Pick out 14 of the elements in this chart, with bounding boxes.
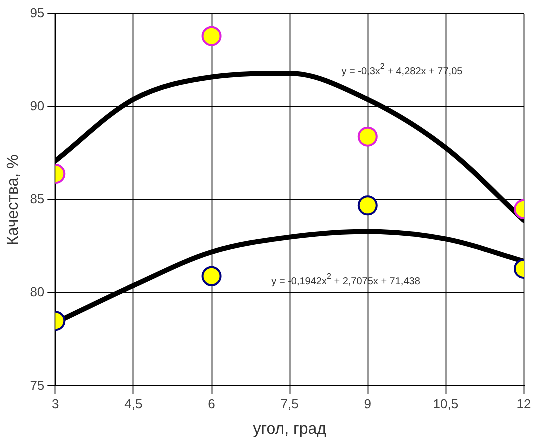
- x-tick-label: 6: [208, 396, 216, 412]
- x-tick-label: 10,5: [433, 396, 459, 412]
- y-tick-label: 90: [30, 98, 45, 114]
- y-tick-label: 95: [30, 6, 45, 21]
- y-tick-label: 80: [30, 284, 45, 300]
- y-tick-label: 85: [30, 192, 45, 207]
- x-tick-label: 4,5: [124, 396, 143, 412]
- y-axis-title: Качества, %: [5, 154, 22, 246]
- y-tick-label: 75: [30, 378, 45, 393]
- x-tick-label: 12: [516, 396, 532, 412]
- x-axis-title: угол, град: [253, 420, 328, 438]
- x-tick-label: 7,5: [280, 396, 299, 412]
- x-tick-label: 3: [52, 396, 60, 412]
- x-tick-label: 9: [364, 396, 372, 412]
